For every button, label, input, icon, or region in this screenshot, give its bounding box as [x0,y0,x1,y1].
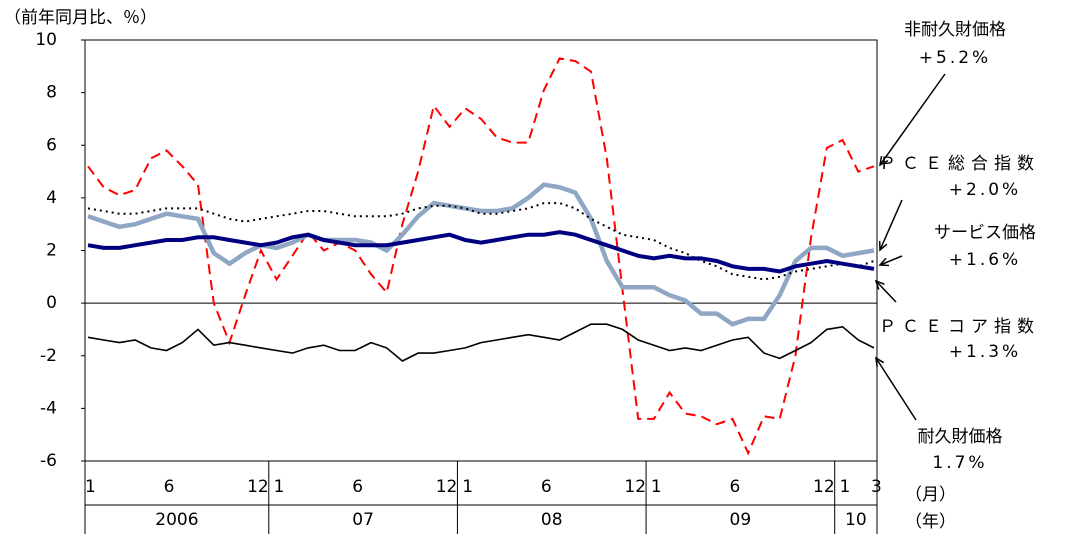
y-tick-label: 2 [46,241,57,261]
y-tick-label: 8 [46,83,57,103]
series-name: ＰＣＥコア指数 [879,317,1040,337]
x-tick-label: 6 [164,477,175,497]
annotation-arrow [879,73,946,166]
series-name: サービス価格 [934,223,1036,243]
x-tick-label: 1 [85,477,96,497]
year-label: 09 [730,510,752,530]
x-axis-label: （月） [905,485,956,505]
series-end-label: +1.3% [949,342,1021,362]
year-label: 2006 [155,510,198,530]
y-tick-label: -6 [40,451,57,471]
x-group-label: （年） [905,512,956,532]
y-tick-label: 10 [35,30,57,50]
series-end-label: +5.2% [919,48,991,68]
x-tick-label: 6 [541,477,552,497]
arrow-head [878,156,889,167]
series-name: ＰＣＥ総合指数 [879,154,1040,174]
x-tick-label: 6 [352,477,363,497]
x-tick-label: 12 [813,477,835,497]
year-label: 08 [541,510,563,530]
series-line [87,182,875,327]
plot-frame [84,39,878,462]
annotation-arrow [875,357,917,421]
x-tick-label: 12 [247,477,269,497]
series-name: 耐久財価格 [918,427,1003,447]
arrow-head [878,257,890,267]
series-name: 非耐久財価格 [904,20,1006,40]
series-end-label: +1.6% [949,250,1021,270]
arrow-head [875,356,885,368]
x-tick-label: 12 [624,477,646,497]
year-label: 07 [352,510,374,530]
series-line [87,202,875,281]
x-tick-label: 6 [730,477,741,497]
series-end-label: +2.0% [949,180,1021,200]
x-tick-label: 12 [436,477,458,497]
arrow-head [874,279,885,290]
x-tick-label: 1 [462,477,473,497]
y-tick-label: -4 [40,398,57,418]
annotation-arrow [879,255,903,266]
x-tick-label: 3 [871,477,882,497]
y-tick-label: 6 [46,135,57,155]
y-tick-label: 0 [46,293,57,313]
series-line [87,323,875,362]
y-axis-label: （前年同月比、％） [4,8,157,28]
year-label: 10 [845,510,867,530]
y-tick-label: -2 [40,346,57,366]
series-end-label: 1.7% [932,453,987,473]
x-tick-label: 1 [840,477,851,497]
annotation-arrow [875,280,897,303]
y-tick-label: 4 [46,188,57,208]
series-line [87,57,875,456]
x-tick-label: 1 [274,477,285,497]
x-tick-label: 1 [651,477,662,497]
annotation-arrow [879,199,903,251]
arrow-head [878,240,888,252]
series-line [87,230,875,274]
